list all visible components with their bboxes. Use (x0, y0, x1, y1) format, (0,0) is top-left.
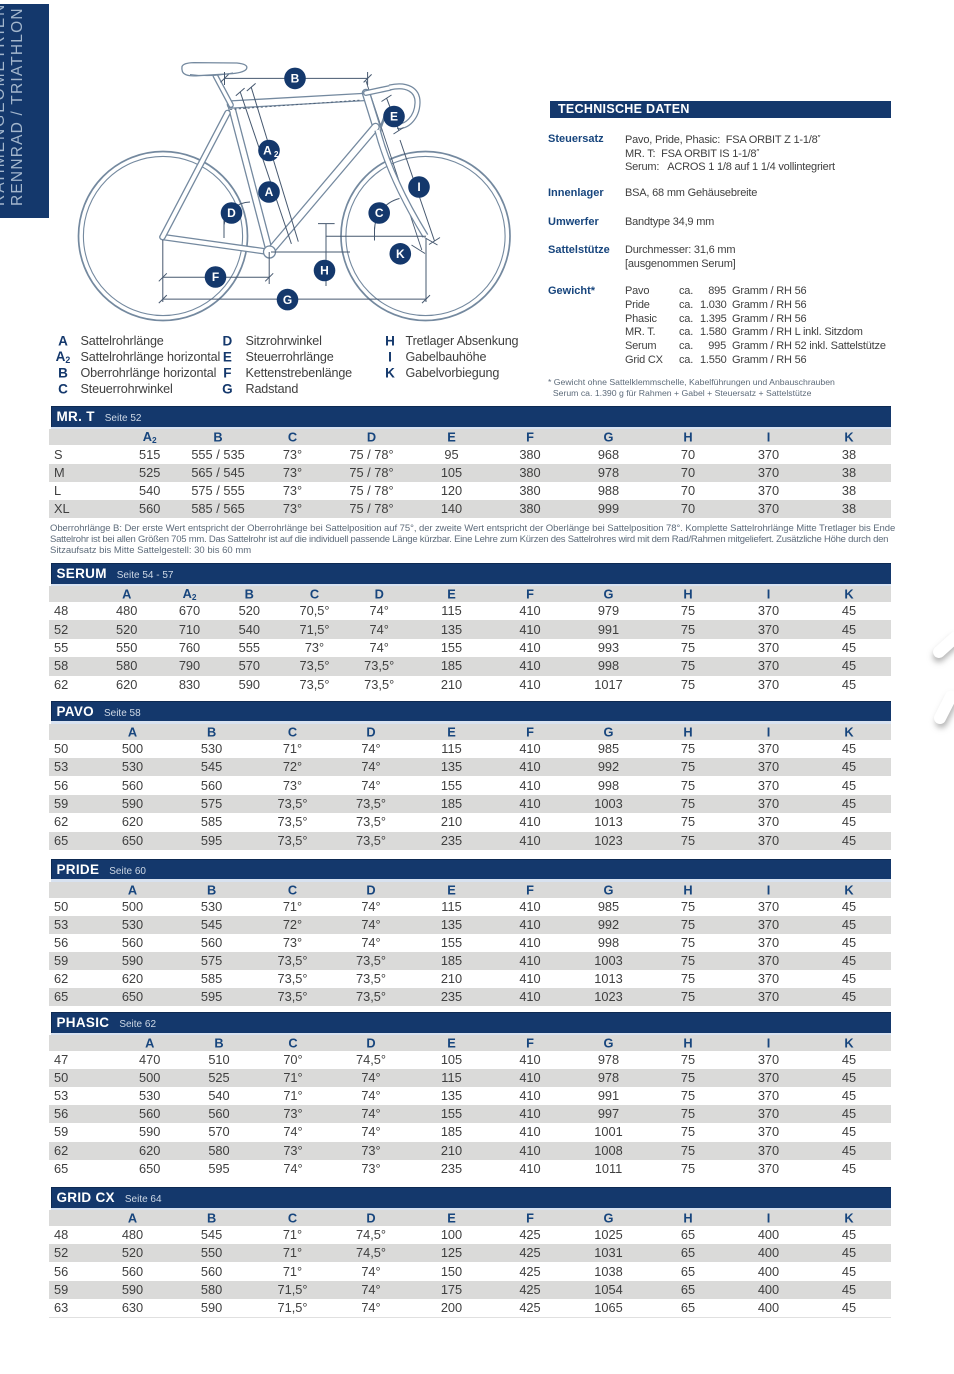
svg-text:H: H (320, 264, 329, 278)
svg-text:K: K (396, 247, 405, 261)
svg-text:G: G (283, 293, 292, 307)
svg-text:A: A (265, 185, 274, 199)
svg-text:D: D (227, 206, 236, 220)
svg-text:C: C (375, 206, 384, 220)
svg-text:2: 2 (274, 150, 279, 159)
svg-text:E: E (390, 110, 398, 124)
svg-text:A: A (263, 144, 272, 158)
svg-text:I: I (417, 180, 420, 194)
svg-text:B: B (291, 72, 300, 86)
svg-text:F: F (212, 270, 219, 284)
